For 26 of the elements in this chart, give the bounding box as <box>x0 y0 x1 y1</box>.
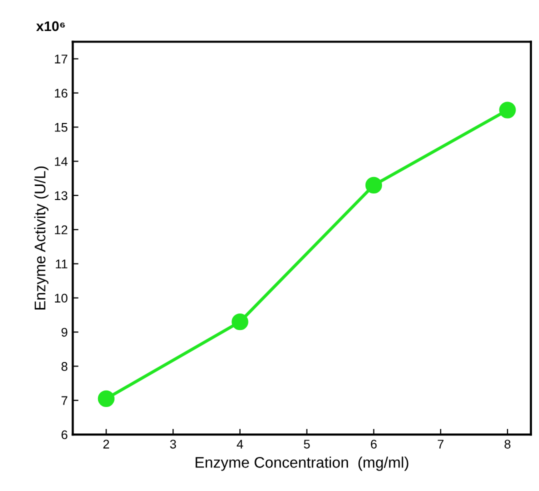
x-axis-title: Enzyme Concentration (mg/ml) <box>196 456 408 471</box>
point <box>499 102 516 118</box>
y-axis-title: Enzyme Activity (U/L) <box>34 166 48 310</box>
y-tick-label: 7 <box>62 396 68 405</box>
x-tick-label: 5 <box>304 440 310 449</box>
y-tick-label: 11 <box>56 260 68 268</box>
y-tick-label: 17 <box>54 54 68 64</box>
y-tick-label: 6 <box>62 430 68 440</box>
y-tick-label: 15 <box>54 123 68 132</box>
point <box>365 176 382 194</box>
x-tick-label: 7 <box>438 440 444 448</box>
y-tick-label: 16 <box>54 88 68 98</box>
x-tick-label: 3 <box>170 440 176 449</box>
y-tick-label: 8 <box>61 362 68 371</box>
x-tick-label: 8 <box>504 440 510 449</box>
text: x10⁶ <box>36 21 65 32</box>
y-tick-label: 13 <box>54 191 68 200</box>
y-tick-label: 14 <box>54 157 68 166</box>
point <box>232 313 248 330</box>
y-tick-label: 10 <box>54 294 68 303</box>
y-tick-label: 12 <box>54 225 68 234</box>
y-tick-label: 9 <box>62 328 68 337</box>
point <box>98 390 115 408</box>
x-tick-label: 4 <box>236 440 244 448</box>
x-tick-label: 6 <box>370 440 377 449</box>
x-tick-label: 2 <box>103 440 110 448</box>
